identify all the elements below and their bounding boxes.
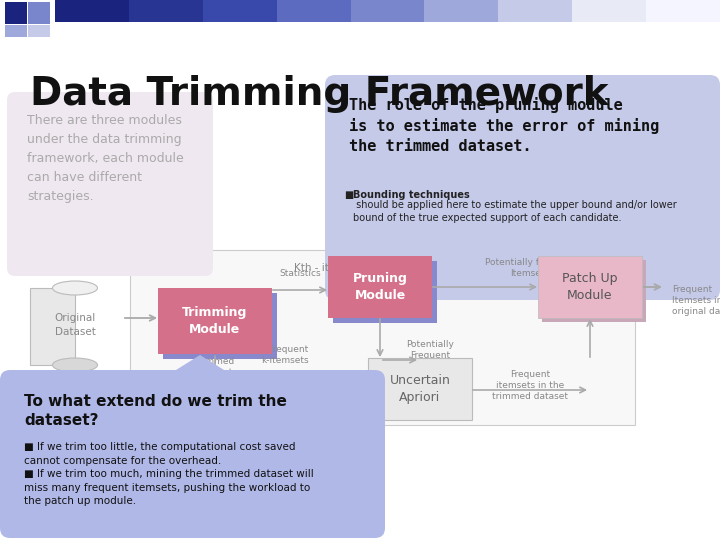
Text: Data Trimming Framework: Data Trimming Framework — [30, 75, 608, 113]
FancyBboxPatch shape — [538, 256, 642, 318]
Text: should be applied here to estimate the upper bound and/or lower
bound of the tru: should be applied here to estimate the u… — [353, 200, 677, 223]
Text: Original
Dataset: Original Dataset — [55, 313, 96, 336]
Polygon shape — [120, 268, 175, 300]
Text: Pruning
Module: Pruning Module — [353, 272, 408, 302]
Text: ■ If we trim too little, the computational cost saved
cannot compensate for the : ■ If we trim too little, the computation… — [24, 442, 314, 507]
Text: Trimmed
Dataset: Trimmed Dataset — [195, 357, 235, 377]
FancyBboxPatch shape — [163, 293, 277, 359]
FancyBboxPatch shape — [542, 260, 646, 322]
Bar — [30, 288, 75, 365]
Ellipse shape — [53, 281, 97, 295]
Text: Potentially
Frequent
k-itemsets: Potentially Frequent k-itemsets — [406, 340, 454, 371]
Text: ■: ■ — [345, 190, 357, 200]
Text: Bounding techniques: Bounding techniques — [353, 190, 469, 200]
FancyBboxPatch shape — [158, 288, 272, 354]
Bar — [130, 250, 635, 425]
Text: Kth - iteration: Kth - iteration — [294, 263, 366, 273]
Bar — [129, 0, 203, 22]
Bar — [203, 0, 276, 22]
Bar — [351, 0, 425, 22]
Bar — [276, 0, 351, 22]
FancyBboxPatch shape — [7, 92, 213, 276]
Polygon shape — [400, 290, 460, 310]
Bar — [572, 0, 646, 22]
Bar — [646, 0, 720, 22]
Text: Infrequent
k-itemsets: Infrequent k-itemsets — [261, 345, 309, 365]
Bar — [425, 0, 498, 22]
FancyBboxPatch shape — [325, 75, 720, 300]
FancyBboxPatch shape — [368, 358, 472, 420]
Bar — [55, 0, 129, 22]
Bar — [5, 25, 27, 37]
Ellipse shape — [53, 358, 97, 372]
Text: There are three modules
under the data trimming
framework, each module
can have : There are three modules under the data t… — [27, 114, 184, 203]
FancyBboxPatch shape — [328, 256, 432, 318]
Bar — [498, 0, 572, 22]
FancyBboxPatch shape — [0, 370, 385, 538]
Text: Patch Up
Module: Patch Up Module — [562, 272, 618, 302]
Text: Frequent
itemsets in the
trimmed dataset: Frequent itemsets in the trimmed dataset — [492, 370, 568, 401]
Bar — [28, 25, 50, 37]
Text: Frequent
Itemsets in the
original dataset: Frequent Itemsets in the original datase… — [672, 285, 720, 316]
Text: Statistics: Statistics — [279, 269, 321, 278]
Text: The role of the pruning module
is to estimate the error of mining
the trimmed da: The role of the pruning module is to est… — [349, 97, 660, 154]
Bar — [5, 2, 27, 24]
Text: Uncertain
Apriori: Uncertain Apriori — [390, 374, 451, 404]
Text: Trimming
Module: Trimming Module — [182, 306, 248, 336]
Text: Potentially frequent
Itemsets: Potentially frequent Itemsets — [485, 258, 575, 278]
Bar — [28, 2, 50, 24]
Polygon shape — [160, 355, 240, 380]
FancyBboxPatch shape — [333, 261, 437, 323]
Text: To what extend do we trim the
dataset?: To what extend do we trim the dataset? — [24, 394, 287, 428]
